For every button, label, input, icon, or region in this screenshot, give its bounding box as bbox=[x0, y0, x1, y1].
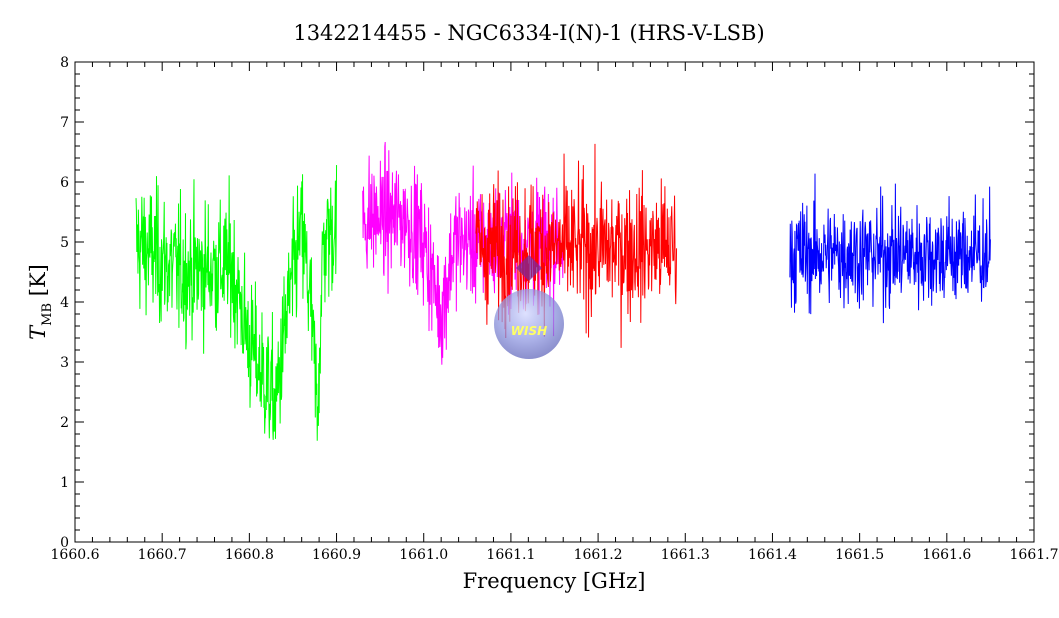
x-tick-label: 1661.3 bbox=[661, 547, 710, 563]
y-axis-symbol: T bbox=[26, 324, 50, 340]
series-line-4 bbox=[789, 173, 991, 324]
series-line-1 bbox=[135, 165, 338, 441]
y-tick-labels: 0 1 2 3 4 5 6 7 8 bbox=[60, 55, 69, 551]
x-tick-labels: 1660.6 1660.7 1660.8 1660.9 1661.0 1661.1 1661… bbox=[51, 547, 1059, 563]
y-tick-label: 1 bbox=[60, 475, 69, 491]
y-tick-label: 2 bbox=[60, 415, 69, 431]
x-tick-label: 1661.0 bbox=[399, 547, 448, 563]
y-tick-label: 3 bbox=[60, 355, 69, 371]
x-tick-label: 1661.5 bbox=[835, 547, 884, 563]
y-tick-label: 7 bbox=[60, 115, 69, 131]
x-tick-label: 1661.6 bbox=[922, 547, 971, 563]
y-tick-label: 4 bbox=[60, 295, 69, 311]
y-tick-label: 8 bbox=[60, 55, 69, 71]
x-tick-label: 1661.4 bbox=[748, 547, 797, 563]
x-axis-label: Frequency [GHz] bbox=[463, 569, 646, 593]
y-tick-label: 6 bbox=[60, 175, 69, 191]
x-tick-label: 1660.6 bbox=[51, 547, 100, 563]
svg-text:TMB [K]: TMB [K] bbox=[26, 264, 55, 340]
logo-globe bbox=[494, 289, 564, 359]
y-axis-subscript: MB bbox=[40, 303, 55, 326]
series-layer bbox=[135, 142, 991, 441]
x-tick-label: 1661.2 bbox=[574, 547, 623, 563]
x-tick-label: 1661.1 bbox=[486, 547, 535, 563]
x-tick-label: 1661.7 bbox=[1010, 547, 1059, 563]
x-tick-label: 1660.9 bbox=[312, 547, 361, 563]
y-tick-label: 0 bbox=[60, 535, 69, 551]
logo-diamond bbox=[516, 255, 542, 281]
x-tick-label: 1660.8 bbox=[225, 547, 274, 563]
wish-logo: WISH bbox=[494, 255, 564, 359]
logo-text: WISH bbox=[511, 324, 547, 338]
y-axis-unit: [K] bbox=[26, 264, 50, 296]
chart-title: 1342214455 - NGC6334-I(N)-1 (HRS-V-LSB) bbox=[293, 21, 764, 45]
y-tick-label: 5 bbox=[60, 235, 69, 251]
series-line-3 bbox=[475, 143, 678, 348]
x-tick-label: 1660.7 bbox=[138, 547, 187, 563]
y-axis-label: TMB [K] bbox=[26, 264, 55, 340]
axis-ticks bbox=[74, 61, 1035, 543]
